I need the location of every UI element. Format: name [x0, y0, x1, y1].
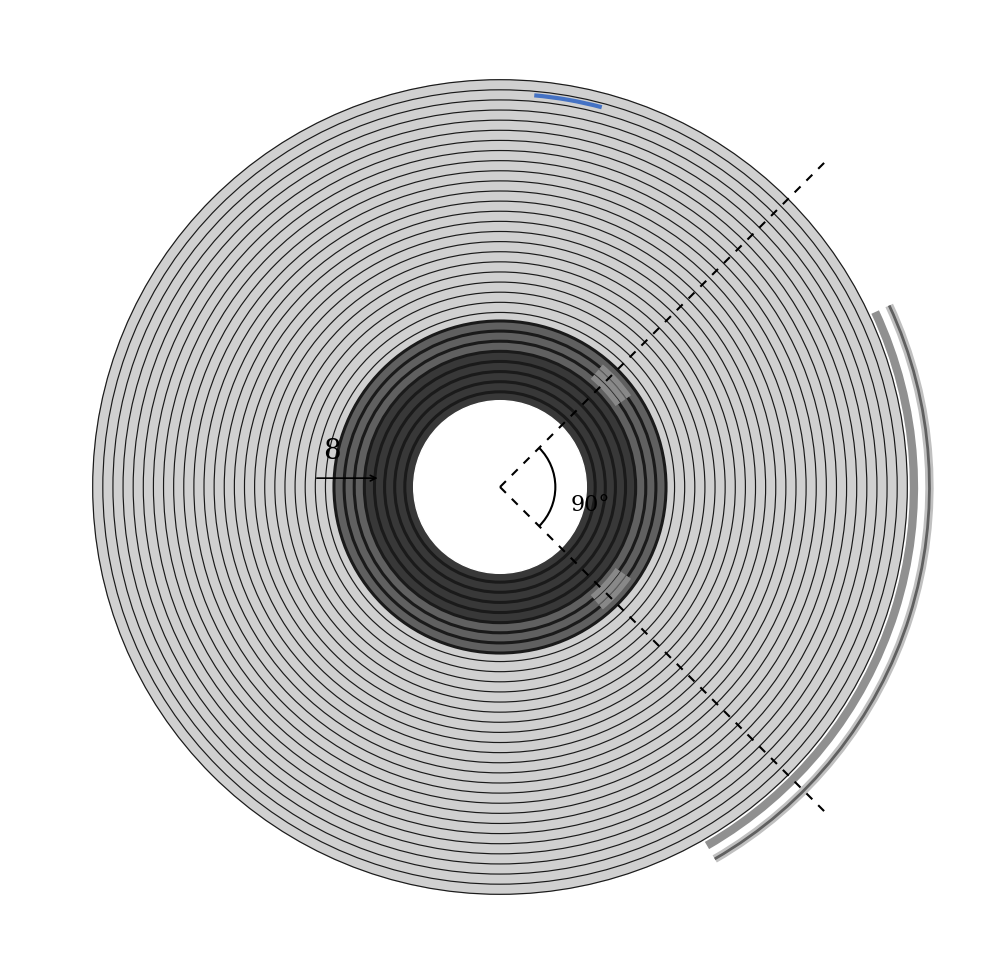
Circle shape [334, 321, 666, 653]
Circle shape [93, 80, 907, 894]
Circle shape [365, 352, 635, 622]
Circle shape [414, 400, 586, 574]
Text: 8: 8 [323, 438, 341, 465]
Text: 90°: 90° [571, 494, 610, 515]
